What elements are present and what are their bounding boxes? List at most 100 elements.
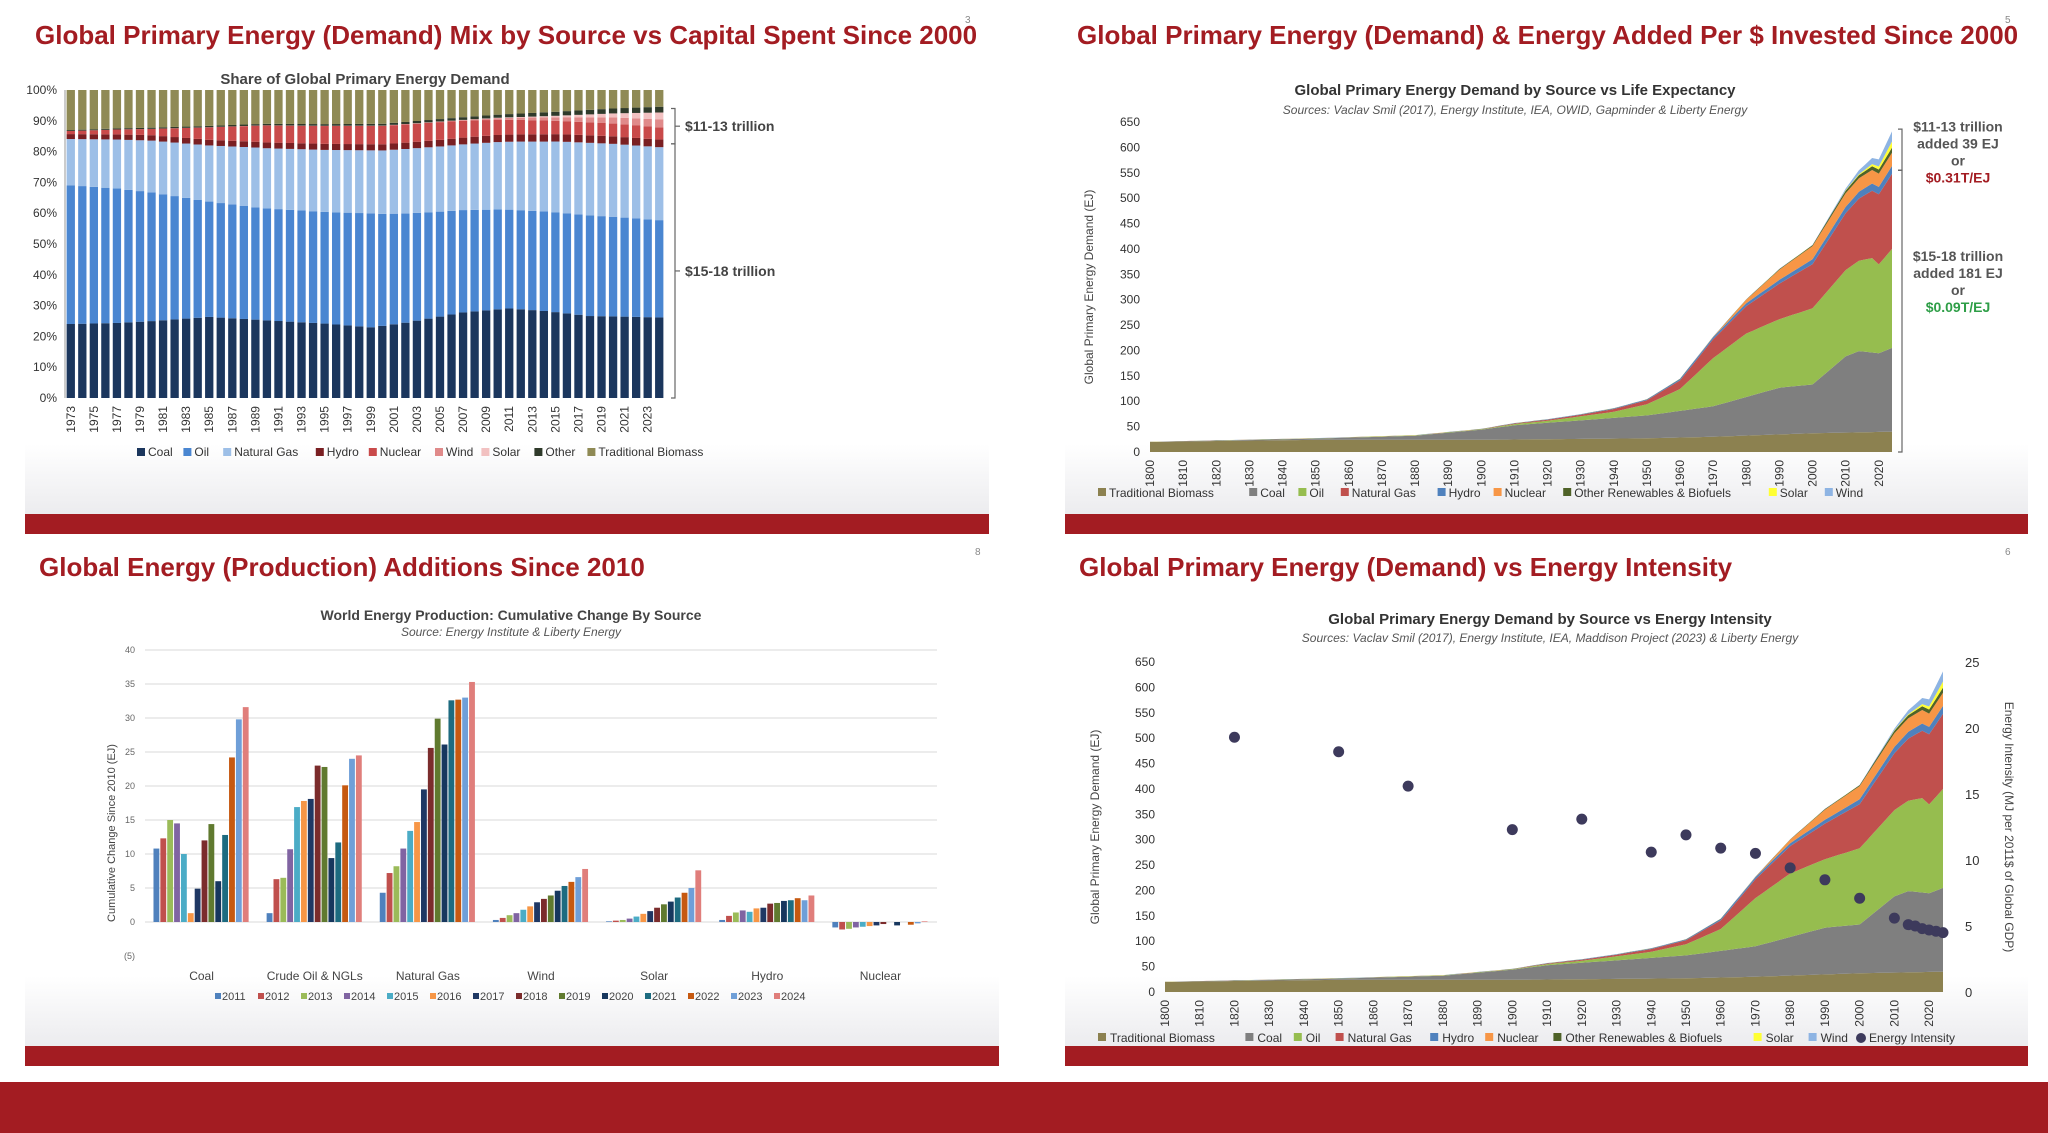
x-tick-label: 1890 bbox=[1441, 460, 1455, 487]
bar bbox=[280, 877, 287, 922]
bar-segment bbox=[262, 125, 272, 143]
bar-segment bbox=[193, 126, 202, 128]
bar-segment bbox=[124, 134, 133, 140]
x-tick-label: 2009 bbox=[479, 406, 493, 433]
legend-swatch bbox=[559, 993, 565, 999]
bar bbox=[215, 881, 222, 922]
bar-segment bbox=[101, 134, 110, 140]
y-tick-label: 5 bbox=[130, 883, 135, 893]
bar bbox=[606, 921, 612, 922]
bar-segment bbox=[308, 125, 318, 144]
bar-segment bbox=[378, 125, 387, 145]
bar-segment bbox=[205, 139, 214, 146]
bar-segment bbox=[135, 191, 145, 322]
bar bbox=[541, 898, 547, 922]
bar bbox=[527, 906, 534, 922]
bar-segment bbox=[251, 125, 260, 142]
y-tick-label: 600 bbox=[1120, 140, 1140, 154]
bar-segment bbox=[505, 141, 514, 210]
bar bbox=[328, 858, 335, 922]
bar-segment bbox=[135, 321, 145, 398]
bar-segment bbox=[216, 90, 225, 126]
bar bbox=[386, 873, 393, 922]
x-tick-label: 1900 bbox=[1474, 460, 1488, 487]
bar-segment bbox=[447, 121, 456, 139]
bar bbox=[681, 892, 688, 922]
bar bbox=[661, 904, 667, 922]
bar bbox=[342, 785, 349, 922]
bar-segment bbox=[574, 134, 583, 143]
bar-segment bbox=[412, 141, 422, 149]
bar-segment bbox=[516, 117, 525, 120]
bar-segment bbox=[228, 146, 237, 205]
x-tick-label: 1880 bbox=[1436, 1000, 1450, 1027]
y-tick-label: 50% bbox=[33, 237, 57, 251]
intensity-point bbox=[1784, 862, 1796, 874]
intensity-point bbox=[1228, 731, 1240, 743]
x-tick-label: Crude Oil & NGLs bbox=[267, 969, 363, 983]
y-tick-label: 80% bbox=[33, 145, 57, 159]
bar-segment bbox=[632, 112, 641, 119]
cumulative-change-bar-chart: World Energy Production: Cumulative Chan… bbox=[106, 607, 937, 1003]
bar-segment bbox=[389, 324, 398, 398]
bar-segment bbox=[228, 318, 237, 398]
x-tick-label: 1850 bbox=[1332, 1000, 1346, 1027]
bar-segment bbox=[285, 142, 295, 149]
x-tick-label: 1870 bbox=[1401, 1000, 1415, 1027]
bar-segment bbox=[101, 323, 110, 398]
y-tick-label: 500 bbox=[1120, 191, 1140, 205]
bar-segment bbox=[574, 142, 583, 215]
x-tick-label: 2015 bbox=[548, 406, 562, 433]
legend-swatch bbox=[1293, 1033, 1302, 1041]
x-tick-label: Coal bbox=[189, 969, 214, 983]
bar-segment bbox=[551, 115, 560, 118]
x-tick-label: 1950 bbox=[1640, 460, 1654, 487]
bar bbox=[379, 892, 386, 922]
legend-label: Nuclear bbox=[1505, 486, 1546, 500]
x-tick-label: 1930 bbox=[1574, 460, 1588, 487]
bar-segment bbox=[343, 144, 352, 151]
bar bbox=[335, 842, 342, 922]
bar-segment bbox=[632, 107, 641, 113]
y2-tick-label: 20 bbox=[1965, 721, 1979, 736]
bar-segment bbox=[147, 127, 156, 129]
bar-segment bbox=[389, 149, 398, 214]
chart-title: Share of Global Primary Energy Demand bbox=[220, 71, 509, 88]
bar-segment bbox=[343, 325, 352, 398]
bar-segment bbox=[574, 214, 583, 315]
bar-segment bbox=[66, 130, 75, 132]
bar-segment bbox=[101, 129, 110, 135]
bar bbox=[194, 888, 201, 922]
x-tick-label: 1960 bbox=[1673, 460, 1687, 487]
bar-segment bbox=[274, 209, 283, 322]
legend-swatch bbox=[1753, 1033, 1762, 1041]
bar-segment bbox=[297, 143, 306, 150]
bar-segment bbox=[562, 141, 572, 214]
bar bbox=[719, 919, 726, 922]
legend-label: 2016 bbox=[437, 991, 461, 1003]
bar-segment bbox=[424, 318, 433, 398]
bar-segment bbox=[158, 194, 168, 321]
bar-segment bbox=[528, 210, 537, 311]
bar-segment bbox=[470, 143, 479, 210]
bar-segment bbox=[655, 317, 664, 398]
slide-number: 3 bbox=[965, 15, 971, 26]
y-tick-label: 10 bbox=[125, 849, 135, 859]
legend-label: 2011 bbox=[222, 991, 246, 1003]
legend-swatch bbox=[435, 448, 443, 456]
bar-segment bbox=[274, 148, 283, 210]
bar-segment bbox=[632, 145, 641, 219]
panel-footer-band bbox=[1065, 1046, 2028, 1066]
bar-segment bbox=[551, 212, 560, 313]
chart-subtitle: Sources: Vaclav Smil (2017), Energy Inst… bbox=[1283, 103, 1748, 117]
x-tick-label: 1970 bbox=[1706, 460, 1720, 487]
legend-label: Nuclear bbox=[380, 445, 421, 459]
legend-swatch bbox=[1563, 488, 1572, 496]
legend-swatch bbox=[368, 448, 377, 456]
legend-label: 2022 bbox=[695, 991, 719, 1003]
bar-segment bbox=[78, 130, 87, 135]
bar bbox=[229, 757, 235, 922]
bar-segment bbox=[216, 317, 225, 398]
intensity-point bbox=[1854, 892, 1866, 904]
bar-segment bbox=[251, 147, 260, 208]
